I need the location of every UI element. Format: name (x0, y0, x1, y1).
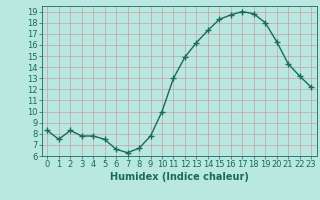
X-axis label: Humidex (Indice chaleur): Humidex (Indice chaleur) (110, 172, 249, 182)
